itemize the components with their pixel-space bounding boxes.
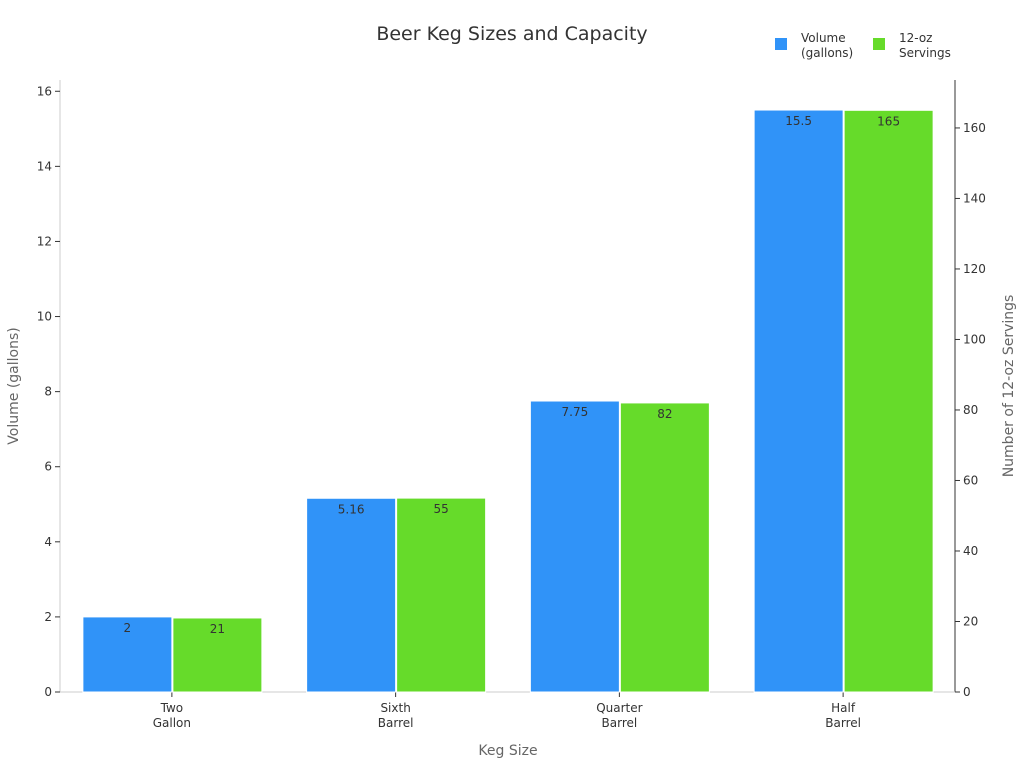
bar-volume <box>529 400 620 693</box>
legend-label: Volume <box>801 31 846 45</box>
x-tick-label: Barrel <box>602 716 638 730</box>
y2-tick-label: 0 <box>963 685 971 699</box>
data-label: 2 <box>124 621 132 635</box>
legend-label: Servings <box>899 46 951 60</box>
bar-servings <box>172 617 263 693</box>
y-tick-label: 16 <box>37 84 52 98</box>
y2-tick-label: 20 <box>963 614 978 628</box>
bar-volume <box>82 616 173 693</box>
y2-tick-label: 40 <box>963 544 978 558</box>
bar-servings <box>396 497 487 693</box>
y-tick-label: 4 <box>44 535 52 549</box>
y2-tick-label: 120 <box>963 262 986 276</box>
x-tick-label: Sixth <box>380 701 410 715</box>
data-label: 7.75 <box>562 405 589 419</box>
legend-swatch <box>873 38 885 50</box>
y-tick-label: 12 <box>37 234 52 248</box>
data-label: 5.16 <box>338 502 365 516</box>
legend-label: (gallons) <box>801 46 853 60</box>
legend-swatch <box>775 38 787 50</box>
y2-axis-label: Number of 12-oz Servings <box>1001 295 1017 478</box>
y2-tick-label: 140 <box>963 191 986 205</box>
y-tick-label: 0 <box>44 685 52 699</box>
bar-volume <box>753 109 844 693</box>
y-tick-label: 14 <box>37 159 52 173</box>
x-tick-label: Barrel <box>378 716 414 730</box>
y-tick-label: 8 <box>44 385 52 399</box>
x-tick-label: Two <box>160 701 184 715</box>
data-label: 82 <box>657 407 672 421</box>
data-label: 15.5 <box>785 114 812 128</box>
y2-tick-label: 100 <box>963 332 986 346</box>
data-label: 21 <box>210 622 225 636</box>
y-tick-label: 2 <box>44 610 52 624</box>
x-tick-label: Quarter <box>596 701 642 715</box>
y-axis-label: Volume (gallons) <box>6 327 22 444</box>
y2-tick-label: 160 <box>963 121 986 135</box>
y2-tick-label: 60 <box>963 473 978 487</box>
y2-tick-label: 80 <box>963 403 978 417</box>
bar-servings <box>619 402 710 693</box>
y-tick-label: 10 <box>37 310 52 324</box>
data-label: 55 <box>433 502 448 516</box>
x-tick-label: Barrel <box>825 716 861 730</box>
chart-title: Beer Keg Sizes and Capacity <box>376 23 647 45</box>
bar-servings <box>843 109 934 693</box>
x-tick-label: Gallon <box>153 716 191 730</box>
y-tick-label: 6 <box>44 460 52 474</box>
x-axis-label: Keg Size <box>478 743 537 759</box>
data-label: 165 <box>877 114 900 128</box>
legend-label: 12-oz <box>899 31 932 45</box>
bar-volume <box>306 497 397 693</box>
x-tick-label: Half <box>831 701 856 715</box>
